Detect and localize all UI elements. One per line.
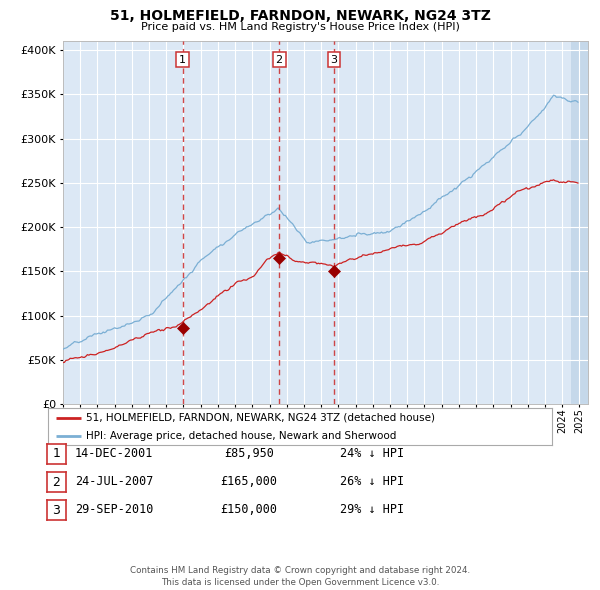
Text: Contains HM Land Registry data © Crown copyright and database right 2024.
This d: Contains HM Land Registry data © Crown c… [130, 566, 470, 587]
Text: 24-JUL-2007: 24-JUL-2007 [75, 475, 153, 488]
Text: £85,950: £85,950 [224, 447, 274, 460]
Text: 1: 1 [52, 447, 61, 460]
Text: 3: 3 [331, 55, 338, 64]
Text: 29% ↓ HPI: 29% ↓ HPI [340, 503, 404, 516]
Text: 1: 1 [179, 55, 186, 64]
Text: 2: 2 [275, 55, 283, 64]
Text: 51, HOLMEFIELD, FARNDON, NEWARK, NG24 3TZ: 51, HOLMEFIELD, FARNDON, NEWARK, NG24 3T… [110, 9, 490, 23]
Bar [571, 41, 588, 404]
Text: 26% ↓ HPI: 26% ↓ HPI [340, 475, 404, 488]
Text: 51, HOLMEFIELD, FARNDON, NEWARK, NG24 3TZ (detached house): 51, HOLMEFIELD, FARNDON, NEWARK, NG24 3T… [86, 412, 435, 422]
Text: 14-DEC-2001: 14-DEC-2001 [75, 447, 153, 460]
Text: HPI: Average price, detached house, Newark and Sherwood: HPI: Average price, detached house, Newa… [86, 431, 396, 441]
Text: 3: 3 [52, 504, 61, 517]
Text: 24% ↓ HPI: 24% ↓ HPI [340, 447, 404, 460]
Text: £165,000: £165,000 [221, 475, 277, 488]
Text: 2: 2 [52, 476, 61, 489]
Text: 29-SEP-2010: 29-SEP-2010 [75, 503, 153, 516]
Text: £150,000: £150,000 [221, 503, 277, 516]
Text: Price paid vs. HM Land Registry's House Price Index (HPI): Price paid vs. HM Land Registry's House … [140, 22, 460, 32]
